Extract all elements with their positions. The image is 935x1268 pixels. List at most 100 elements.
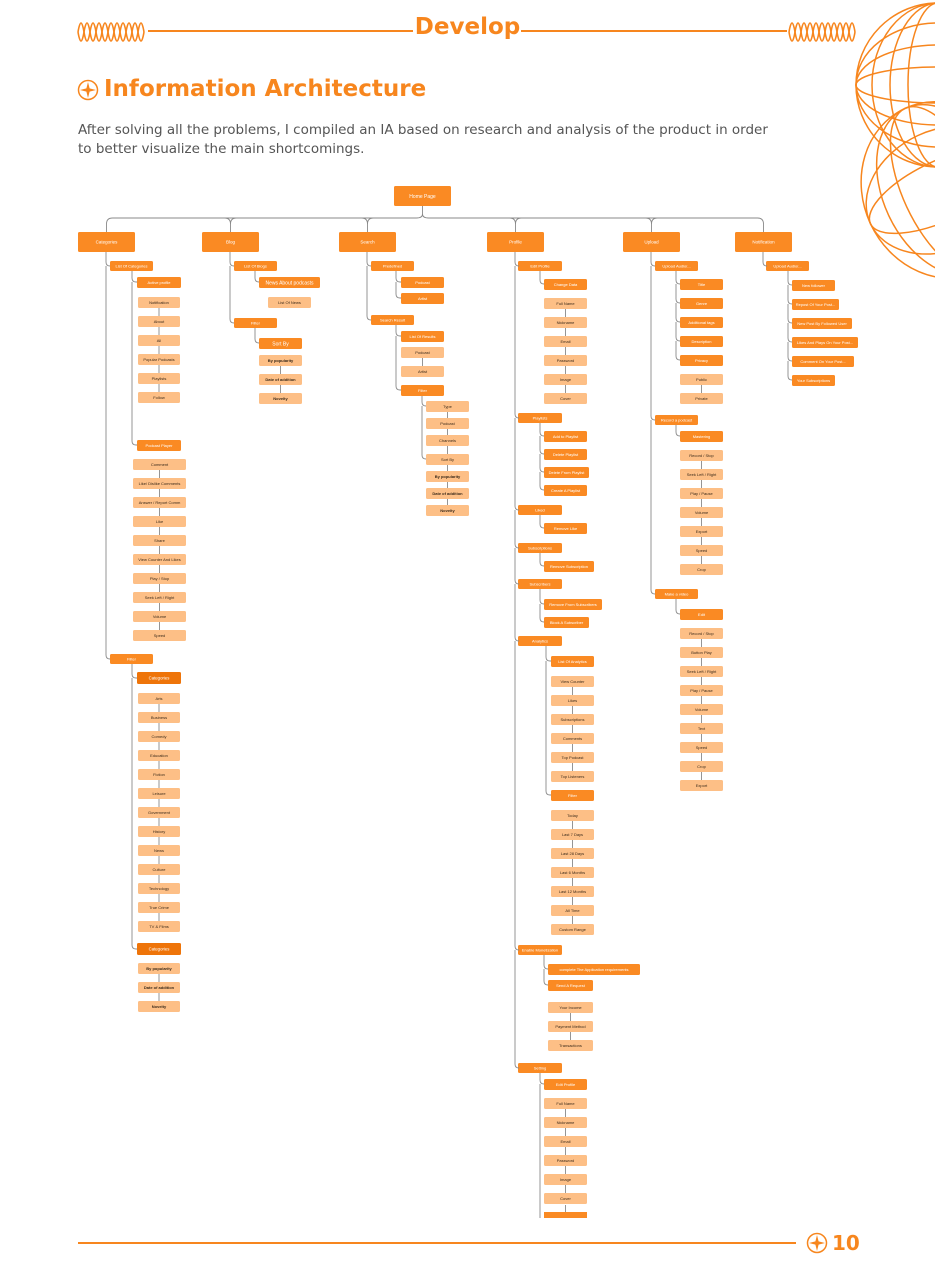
node-payment-method: Payment Method [548,1021,593,1032]
connector-line [416,213,423,219]
connector-line [675,609,681,615]
node-label: Crop [697,764,706,769]
node-label: Answer / Report Comm [139,500,181,505]
node-upload-audio: Upload Audio/... [766,261,809,271]
connector-line [421,401,427,407]
connector-line [539,617,545,623]
connector-line [651,217,658,225]
node-last-12-months: Last 12 Months [551,886,594,897]
node-label: Delete From Playlist [549,470,586,475]
connector-line [675,431,681,437]
node-label: List Of Analytics [558,659,586,664]
node-label: Volume [695,707,709,712]
node-filter: Filter [110,654,153,664]
node-novelty: Novelty [426,505,469,516]
node-label: Sort By [272,341,289,347]
node-blog: Blog [202,232,259,252]
connector-line [675,336,681,342]
node-label: Education [150,753,168,758]
node-title: Title [680,279,723,290]
node-categories: Categories [137,672,181,684]
node-create-a-playlist: Create A Playlist [544,485,587,496]
connector-line [539,279,545,285]
connector-line [131,673,137,679]
node-label: Technology [149,886,169,891]
node-filter: Filter [551,790,594,801]
node-label: Categories [149,947,170,952]
node-label: List Of Results [409,334,435,339]
node-label: True Crime [149,905,170,910]
node-label: Seek Left / Right [687,472,717,477]
node-label: Categories [149,676,170,681]
node-remove-like: Remove Like [544,523,587,534]
node-label: Transactions [559,1043,582,1048]
node-crop: Crop [680,564,723,575]
node-label: Like [156,519,164,524]
node-setting: Setting [518,1063,562,1073]
node-label: Create A Playlist [551,488,581,493]
connector-line [787,356,793,362]
node-record-stop: Record / Stop [680,628,723,639]
node-nickname: Nickname [544,1117,587,1128]
node-likes-and-plays-on-your-post: Likes And Plays On Your Post... [792,337,858,348]
node-label: Volume [695,510,709,515]
node-block-a-subscriber: Block A Subscriber [544,617,589,628]
node-complete-the-application-requirements: complete The Application requirements [548,964,640,975]
node-label: Podcast [440,421,455,426]
node-label: Remove Like [554,526,578,531]
node-date-of-addition: Date of addition [138,982,180,993]
node-label: All [157,338,162,343]
node-cover: Cover [544,1193,587,1204]
node-filter: Filter [401,385,444,396]
node-comments: Comments [551,733,594,744]
node-label: News About podcasts [265,280,314,286]
connector-line [543,964,549,970]
node-label: Artist [418,369,428,374]
connector-line [230,217,237,225]
node-label: Subscriptions [560,717,584,722]
node-label: Date of addition [432,491,463,496]
node-label: Delete Playlist [553,452,579,457]
node-sort-by: Sort By [426,454,469,465]
node-label: Genre [696,301,708,306]
node-seek-left-right: Seek Left / Right [133,592,186,603]
node-new-post-by-followed-user: New Post By Followed User [792,318,852,329]
node-label: Play / Stop [150,576,170,581]
connector-line [254,277,260,283]
node-label: Culture [153,867,167,872]
node-label: Repost Of Your Post... [796,302,836,307]
connector-line [675,317,681,323]
intro-paragraph: After solving all the problems, I compil… [78,122,768,157]
node-label: Playlists [533,415,548,420]
node-label: Edit Profile [530,263,550,268]
node-technology: Technology [138,883,180,894]
connector-line [254,338,260,344]
node-label: List Of News [278,300,301,305]
node-edit-profile: Edit Profile [518,261,562,271]
connector-line [395,277,401,283]
node-export: Export [680,526,723,537]
node-label: Add to Playlist [553,434,579,439]
node-label: Playlists [152,376,167,381]
node-fiction: Fiction [138,769,180,780]
node-remove-from-subscribers: Remove From Subscribers [544,599,602,610]
connector-line [545,790,551,796]
node-label: Seek Left / Right [687,669,717,674]
node-label: Fiction [153,772,165,777]
node-add-to-playlist: Add to Playlist [544,431,587,442]
node-seek-left-right: Seek Left / Right [680,666,723,677]
node-about: About [138,316,180,327]
node-genre: Genre [680,298,723,309]
node-label: Last 6 Months [560,870,585,875]
node-view-counter-and-likes: View Counter And Likes [133,554,186,565]
node-label: Password [557,1158,575,1163]
node-comment: Comment [133,459,186,470]
section-title: Information Architecture [104,76,427,102]
node-public: Public [680,374,723,385]
connector-line [131,277,137,283]
node-label: Image [560,377,572,382]
connector-line [539,467,545,473]
connector-line [787,337,793,343]
node-label: Setting [534,1065,546,1070]
node-volume: Volume [680,704,723,715]
